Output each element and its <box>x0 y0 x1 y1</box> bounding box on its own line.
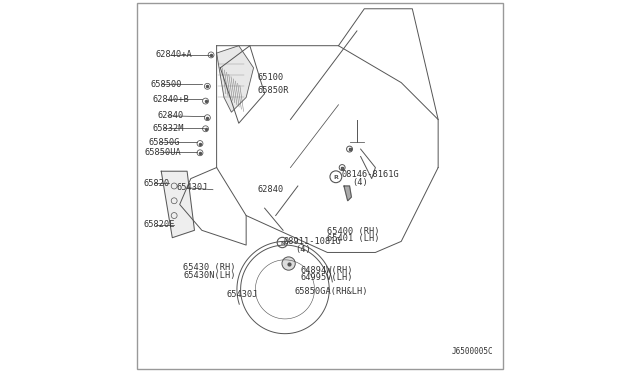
Text: 65820E: 65820E <box>143 220 175 229</box>
Text: (4): (4) <box>352 178 368 187</box>
Text: 62840+A: 62840+A <box>156 51 193 60</box>
Text: 65430N(LH): 65430N(LH) <box>184 271 236 280</box>
Polygon shape <box>216 46 253 112</box>
Text: 62840: 62840 <box>157 111 184 121</box>
Text: 65430J: 65430J <box>227 291 259 299</box>
Polygon shape <box>161 171 195 238</box>
Circle shape <box>277 237 287 248</box>
Text: 62840: 62840 <box>257 185 284 194</box>
Text: 64894W(RH): 64894W(RH) <box>301 266 353 275</box>
Text: 65400 (RH): 65400 (RH) <box>328 227 380 235</box>
Text: N: N <box>280 241 285 246</box>
Text: 65850GA(RH&LH): 65850GA(RH&LH) <box>294 287 367 296</box>
Text: R: R <box>333 175 339 180</box>
Circle shape <box>282 257 295 270</box>
Text: 64995V(LH): 64995V(LH) <box>301 273 353 282</box>
Text: (4): (4) <box>295 245 310 254</box>
Text: 65850UA: 65850UA <box>145 148 181 157</box>
Text: 65100: 65100 <box>257 73 284 81</box>
Text: 08911-1081G: 08911-1081G <box>283 237 341 246</box>
Text: 658500: 658500 <box>150 80 182 89</box>
Text: 65850G: 65850G <box>148 138 180 147</box>
Text: 62840+B: 62840+B <box>152 95 189 104</box>
Text: 65401 (LH): 65401 (LH) <box>328 234 380 243</box>
Text: 65850R: 65850R <box>257 86 289 95</box>
Text: J6500005C: J6500005C <box>452 347 493 356</box>
Text: 65430J: 65430J <box>176 183 207 192</box>
Text: 65820: 65820 <box>143 179 170 187</box>
Text: 65430 (RH): 65430 (RH) <box>184 263 236 272</box>
Text: 08146-8161G: 08146-8161G <box>341 170 399 179</box>
Circle shape <box>330 171 342 183</box>
Polygon shape <box>344 186 351 201</box>
Text: 65832M: 65832M <box>152 124 184 132</box>
